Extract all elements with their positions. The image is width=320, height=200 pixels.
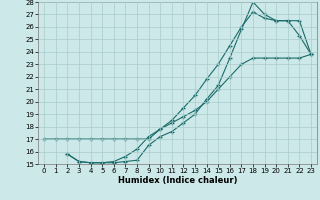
X-axis label: Humidex (Indice chaleur): Humidex (Indice chaleur)	[118, 176, 237, 185]
